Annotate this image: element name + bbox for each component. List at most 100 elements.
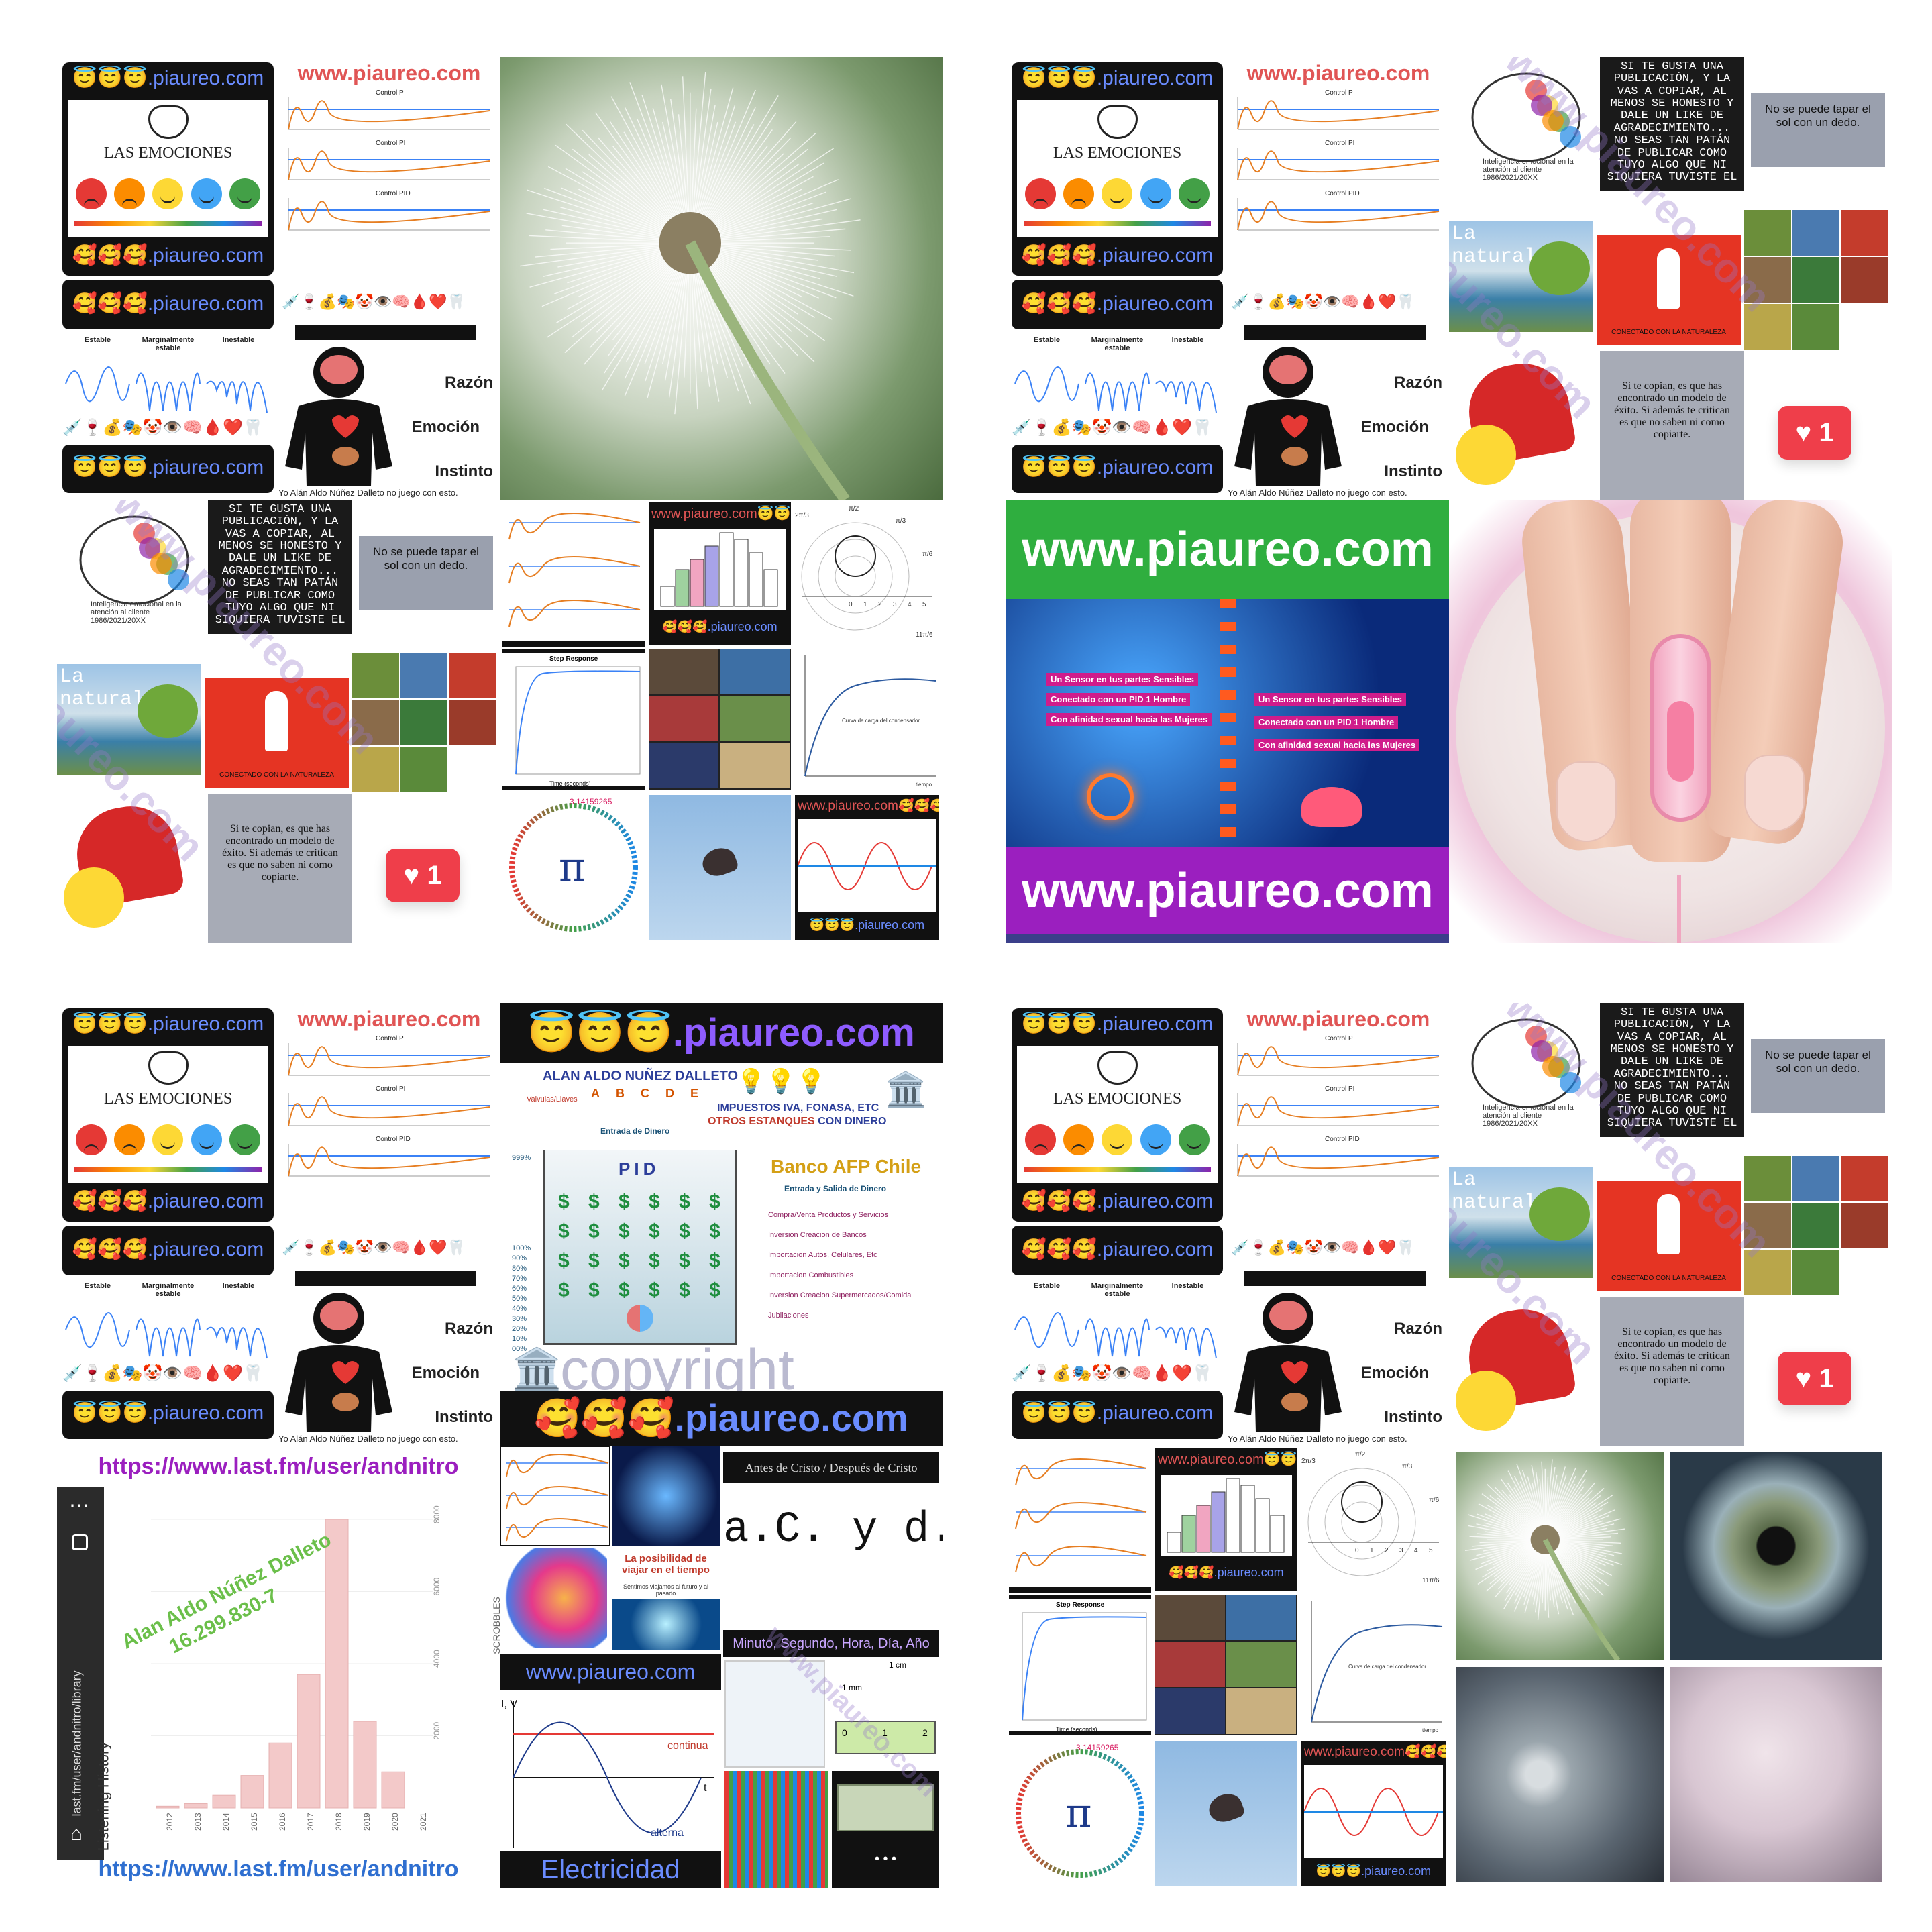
nature-panel: La naturaleza xyxy=(1449,1167,1593,1278)
capacitor-panel: Curva de carga del condensador tiempo xyxy=(795,649,939,790)
emotions-panel: 😇😇😇.piaureo.com LAS EMOCIONES 🥰🥰🥰.piaureo.… xyxy=(62,1008,274,1222)
pid-label: PID xyxy=(619,1159,660,1179)
menu-icon[interactable]: ⋯ xyxy=(69,1495,89,1517)
icons-row-2: 💉🍷💰🎭🤡👁️🧠🩸❤️🦷 xyxy=(1231,293,1415,310)
emotions-footer: Yo Alán Aldo Núñez Dalleto no juego con … xyxy=(278,1434,500,1444)
scrobble-bar xyxy=(240,1775,264,1809)
love-emojis: 🥰🥰🥰 xyxy=(534,1397,675,1439)
valve-letter: D xyxy=(665,1087,674,1100)
icons-row-2: 💉🍷💰🎭🤡👁️🧠🩸❤️🦷 xyxy=(282,293,466,310)
lastfm-url-bottom[interactable]: https://www.last.fm/user/andnitro xyxy=(98,1856,459,1882)
polar-label: π/2 xyxy=(849,505,859,513)
year-label: 2020 xyxy=(390,1813,400,1831)
sensor-ring-icon xyxy=(1087,773,1134,820)
control-label: Control PI xyxy=(1325,1085,1354,1093)
control-plots: Control P Control PI Control PID xyxy=(288,1035,490,1177)
lastfm-url-top[interactable]: https://www.last.fm/user/andnitro xyxy=(98,1454,459,1479)
brand-bar-angel: 😇😇😇.piaureo.com xyxy=(62,445,274,493)
body-silhouette xyxy=(1234,347,1342,486)
stability-waves xyxy=(1014,1312,1217,1359)
angel-emojis: 😇😇😇 xyxy=(757,506,791,521)
histogram-brand: 🥰🥰🥰.piaureo.com xyxy=(649,620,791,634)
eye-photo xyxy=(1670,1452,1882,1660)
quadrant-bottom-left: 😇😇😇.piaureo.com LAS EMOCIONES 🥰🥰🥰.piaureo.… xyxy=(57,1003,943,1888)
control-label: Control PID xyxy=(376,1136,411,1143)
axis-number: 0 xyxy=(849,601,853,608)
year-label: 2012 xyxy=(165,1813,174,1831)
person-icon xyxy=(265,691,288,751)
sun-quote: No se puede tapar el sol con un dedo. xyxy=(1751,93,1885,167)
sensor-bottom-banner: www.piaureo.com xyxy=(1006,847,1449,934)
nail-left xyxy=(1556,761,1617,842)
ytick-label: 8000 xyxy=(432,1505,441,1523)
control-mini xyxy=(502,502,645,647)
love-emojis: 🥰🥰🥰 xyxy=(898,799,939,813)
pid-top-banner: 😇😇😇.piaureo.com xyxy=(500,1003,943,1063)
brand-love-2: 🥰🥰🥰.piaureo.com xyxy=(1012,1238,1223,1261)
brand-text: .piaureo.com xyxy=(672,1011,915,1055)
banco-label: Banco AFP Chile xyxy=(771,1156,922,1177)
brand-text: .piaureo.com xyxy=(147,292,264,315)
polar-label: π/6 xyxy=(1429,1497,1440,1504)
ac-dc-plot: I, V continua alterna t xyxy=(500,1694,721,1855)
year-label: 2014 xyxy=(221,1813,231,1831)
nature-panel: La naturaleza xyxy=(1449,221,1593,332)
finance-list-item: Inversion Creacion Supermercados/Comida xyxy=(768,1291,912,1299)
divider-bar xyxy=(1244,325,1426,340)
time-label: Time (seconds) xyxy=(1056,1726,1097,1733)
mini-photo xyxy=(1744,210,1791,256)
like-count: 1 xyxy=(1819,1364,1834,1393)
collage-photo xyxy=(649,649,718,694)
money-tank: PID $ $ $ $ $ $ $ $ $ $ $ $ $ $ $ $ $ $ $ $… xyxy=(543,1150,737,1345)
divider-bar xyxy=(1244,1271,1426,1286)
wave-header: www.piaureo.com🥰🥰🥰 xyxy=(1304,1743,1446,1760)
wave-panel: www.piaureo.com🥰🥰🥰 😇😇😇.piaureo.com xyxy=(1301,1741,1446,1886)
angel-emojis: 😇😇😇 xyxy=(1021,456,1097,478)
mini-photo xyxy=(400,747,447,792)
wave-brand: 😇😇😇.piaureo.com xyxy=(795,918,939,932)
dandelion-seeds xyxy=(519,72,861,500)
year-label: 2017 xyxy=(306,1813,315,1831)
brand-bar-love: 🥰🥰🥰.piaureo.com xyxy=(1012,1226,1223,1275)
wave-brand: 😇😇😇.piaureo.com xyxy=(1301,1864,1446,1878)
bird-shape xyxy=(1205,1789,1246,1827)
axis-number: 4 xyxy=(908,601,912,608)
sensor-caption-right: Con afinidad sexual hacia las Mujeres xyxy=(1254,739,1420,751)
histogram-brand: 🥰🥰🥰.piaureo.com xyxy=(1155,1566,1297,1580)
brand-text: .piaureo.com xyxy=(1096,1238,1214,1260)
bird-photo xyxy=(1155,1741,1297,1886)
scrobbles-label: SCROBBLES xyxy=(490,1597,500,1654)
stability-charts: Estable Marginalmente estable Inestable xyxy=(62,333,274,414)
capacitor-panel: Curva de carga del condensador tiempo xyxy=(1301,1595,1446,1735)
polar-label: 11π/6 xyxy=(916,631,933,639)
mini-photo xyxy=(352,700,399,745)
stability-charts: Estable Marginalmente estable Inestable xyxy=(1012,1279,1223,1360)
bird-shape xyxy=(698,843,740,881)
brand-text: .piaureo.com xyxy=(674,1397,908,1439)
stability-charts: Estable Marginalmente estable Inestable xyxy=(1012,333,1223,414)
torso-shape xyxy=(1234,399,1342,486)
capacitor-curve: Curva de carga del condensador tiempo xyxy=(804,655,936,788)
emotion-bar xyxy=(74,221,262,226)
collage-photo xyxy=(1155,1595,1225,1640)
cartoon-collage xyxy=(1155,1595,1297,1735)
www-text: www.piaureo.com xyxy=(798,799,898,813)
mini-photo xyxy=(1744,304,1791,350)
pid-author: ALAN ALDO NUÑEZ DALLETO xyxy=(543,1069,739,1083)
brand-angel: 😇😇😇.piaureo.com xyxy=(1012,66,1223,90)
brand-bar-angel: 😇😇😇.piaureo.com xyxy=(1012,1391,1223,1439)
emotion-face-icon xyxy=(229,1124,261,1155)
stomach-icon xyxy=(1281,1393,1308,1411)
brand-text: .piaureo.com xyxy=(1214,1566,1284,1579)
brain-panel: Inteligencia emocional en la atención al… xyxy=(64,500,205,634)
www-header: www.piaureo.com xyxy=(1246,1007,1430,1031)
percent-tick: 80% xyxy=(512,1265,527,1273)
polar-label: 2π/3 xyxy=(795,512,809,519)
divider-bar xyxy=(295,1271,476,1286)
tabs-icon[interactable] xyxy=(72,1534,88,1550)
torso-shape xyxy=(1234,1345,1342,1432)
brand-text: .piaureo.com xyxy=(1096,1402,1214,1424)
impuestos-label: IMPUESTOS IVA, FONASA, ETC xyxy=(717,1102,879,1114)
axis-number: 3 xyxy=(893,601,897,608)
home-icon[interactable]: ⌂ xyxy=(70,1823,83,1845)
